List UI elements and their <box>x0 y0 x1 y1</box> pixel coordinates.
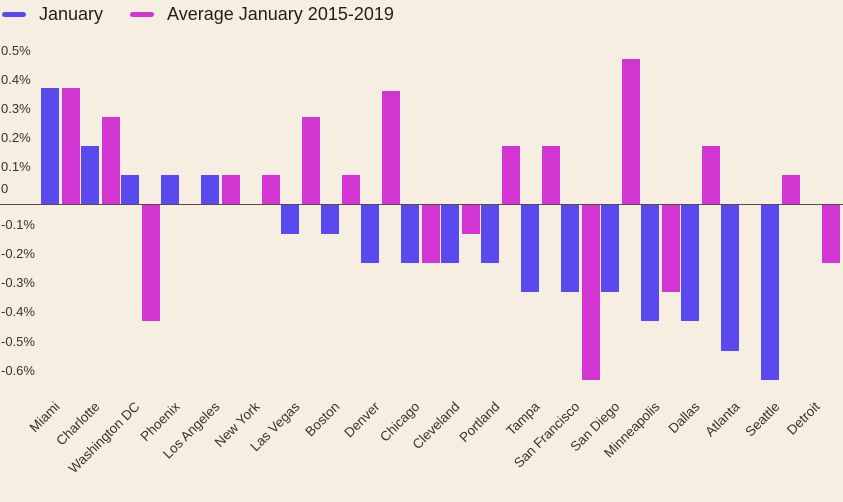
bar-january-portland <box>480 205 499 264</box>
legend-item-january: January <box>2 2 103 26</box>
bar-january-charlotte <box>80 145 99 204</box>
bar-average-new-york <box>261 174 280 204</box>
bar-january-chicago <box>400 205 419 264</box>
bar-january-atlanta <box>720 205 739 351</box>
legend-swatch-average-icon <box>130 11 155 17</box>
bar-january-dallas <box>680 205 699 322</box>
y-axis-tick-label: 0.1% <box>1 158 31 174</box>
y-axis-tick-label: -0.3% <box>1 275 35 291</box>
bar-january-tampa <box>520 205 539 293</box>
legend-item-average: Average January 2015-2019 <box>130 2 394 26</box>
chart-legend: January Average January 2015-2019 <box>2 2 394 26</box>
bar-january-seattle <box>760 205 779 380</box>
bar-average-boston <box>341 174 360 204</box>
y-axis-tick-label: -0.1% <box>1 217 35 233</box>
bar-average-tampa <box>541 145 560 204</box>
bar-average-miami <box>61 87 80 204</box>
bar-average-denver <box>381 90 400 204</box>
y-axis-tick-label: -0.4% <box>1 304 35 320</box>
bar-average-dallas <box>701 145 720 204</box>
y-axis-tick-label: 0.4% <box>1 71 31 87</box>
bar-average-san-francisco <box>581 205 600 380</box>
y-axis-tick-label: -0.6% <box>1 362 35 378</box>
legend-swatch-january-icon <box>2 11 26 17</box>
bar-average-charlotte <box>101 116 120 204</box>
legend-label-january: January <box>39 4 104 24</box>
y-axis-tick-label: 0.3% <box>1 100 31 116</box>
bar-january-las-vegas <box>280 205 299 235</box>
bar-average-minneapolis <box>661 205 680 293</box>
bar-january-denver <box>360 205 379 264</box>
bar-january-phoenix <box>160 174 179 204</box>
bar-average-portland <box>501 145 520 204</box>
bar-average-las-vegas <box>301 116 320 204</box>
y-axis-tick-label: -0.5% <box>1 333 35 349</box>
bar-january-boston <box>320 205 339 235</box>
y-axis-tick-label: -0.2% <box>1 246 35 262</box>
bar-average-cleveland <box>461 205 480 235</box>
bar-january-minneapolis <box>640 205 659 322</box>
legend-label-average: Average January 2015-2019 <box>167 4 394 24</box>
y-axis-tick-label: 0 <box>1 181 9 196</box>
bar-average-washington-dc <box>141 205 160 322</box>
y-axis-tick-label: 0.2% <box>1 129 31 145</box>
bar-average-chicago <box>421 205 440 264</box>
bar-january-san-diego <box>600 205 619 293</box>
bar-january-washington-dc <box>120 174 139 204</box>
bar-january-miami <box>40 87 59 204</box>
bar-january-cleveland <box>440 205 459 264</box>
bar-chart: January Average January 2015-2019 0.5% 0.… <box>0 2 843 476</box>
bar-average-detroit <box>821 205 840 264</box>
bar-average-san-diego <box>621 58 640 204</box>
bar-january-los-angeles <box>200 174 219 204</box>
zero-axis-line <box>0 204 843 205</box>
bar-january-san-francisco <box>560 205 579 293</box>
bar-average-los-angeles <box>221 174 240 204</box>
bar-average-seattle <box>781 174 800 204</box>
y-axis-tick-label: 0.5% <box>1 42 31 58</box>
